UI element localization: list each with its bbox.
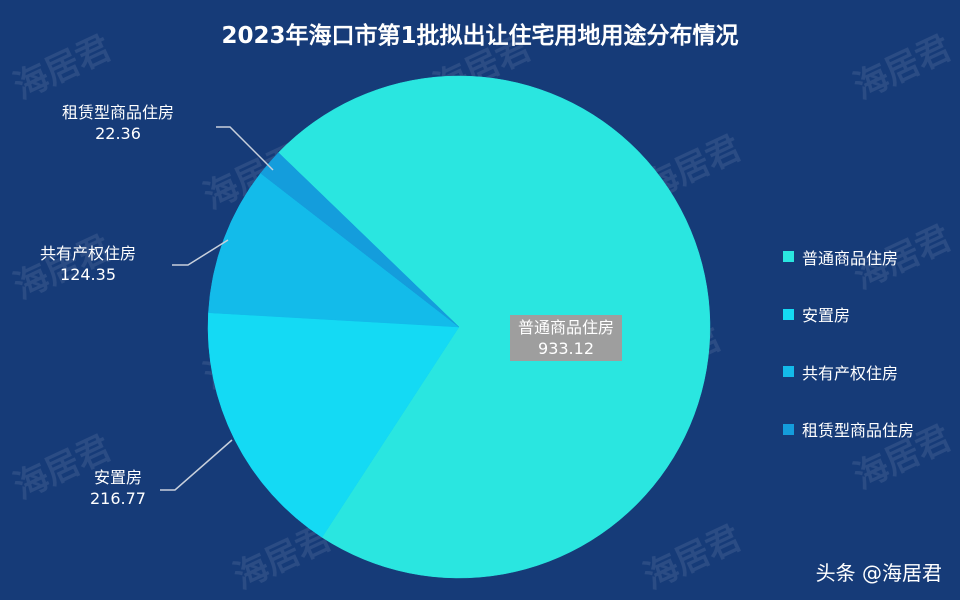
label-line <box>216 126 274 171</box>
legend-item-0[interactable]: 普通商品住房 <box>783 228 914 286</box>
legend-swatch <box>783 251 794 263</box>
legend-swatch <box>783 423 794 435</box>
pie-slice-1[interactable] <box>207 312 460 538</box>
data-label-0: 普通商品住房 933.12 <box>510 315 623 361</box>
legend-label: 普通商品住房 <box>802 248 899 268</box>
pie-slice-2[interactable] <box>208 172 460 328</box>
legend-item-2[interactable]: 共有产权住房 <box>783 343 914 401</box>
pie-slice-0[interactable] <box>278 75 711 579</box>
data-label-3: 租赁型商品住房 22.36 <box>62 103 175 143</box>
legend: 普通商品住房 安置房 共有产权住房 租赁型商品住房 <box>783 228 914 458</box>
label-line <box>172 239 229 266</box>
legend-item-1[interactable]: 安置房 <box>783 286 914 344</box>
legend-item-3[interactable]: 租赁型商品住房 <box>783 401 914 459</box>
legend-label: 租赁型商品住房 <box>802 421 915 441</box>
credit: 头条 @海居君 <box>815 561 942 585</box>
legend-label: 共有产权住房 <box>802 363 899 383</box>
legend-swatch <box>783 366 794 378</box>
data-label-1: 安置房 216.77 <box>90 468 146 508</box>
data-label-2: 共有产权住房 124.35 <box>40 244 137 284</box>
pie-slice-3[interactable] <box>260 152 460 328</box>
chart-title: 2023年海口市第1批拟出让住宅用地用途分布情况 <box>221 23 739 49</box>
legend-swatch <box>783 308 794 320</box>
label-line <box>160 439 233 491</box>
legend-label: 安置房 <box>802 306 851 326</box>
